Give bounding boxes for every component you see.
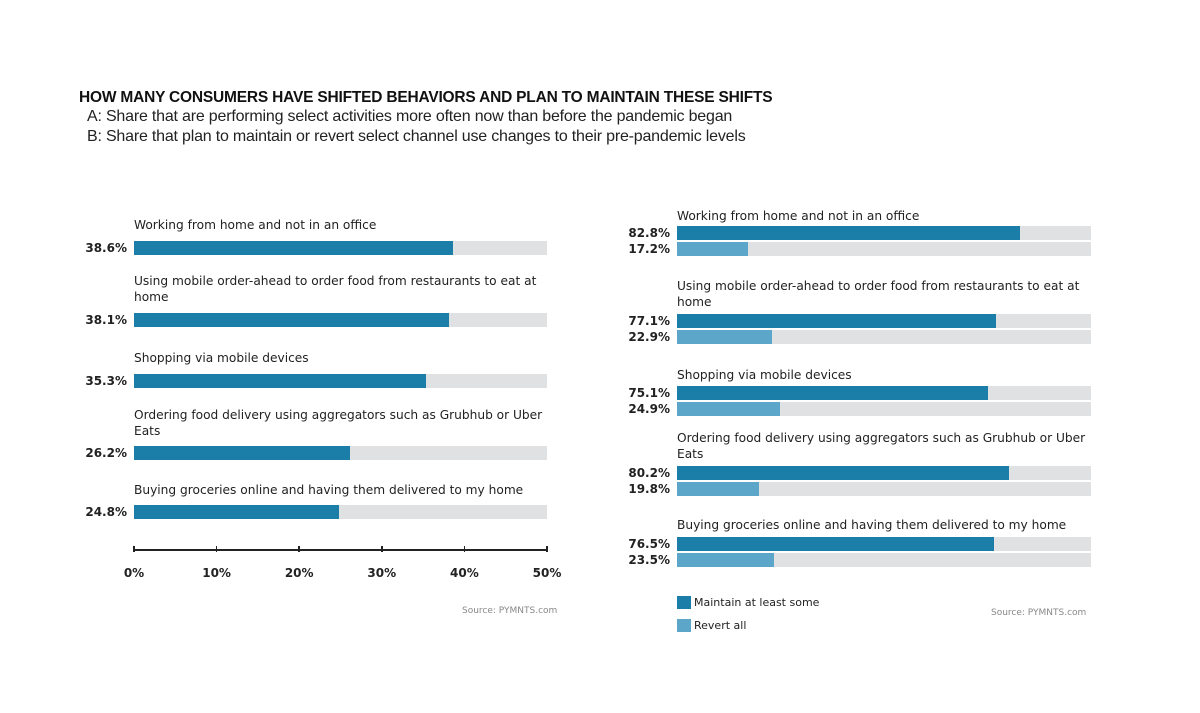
value-label: 80.2% — [628, 466, 670, 480]
x-tick — [381, 546, 383, 552]
subtitle-b: B: Share that plan to maintain or revert… — [87, 128, 746, 145]
bar-track — [677, 242, 1091, 256]
bar — [134, 505, 339, 519]
x-tick-label: 10% — [202, 566, 231, 580]
bar-revert — [677, 330, 772, 344]
value-label: 17.2% — [628, 242, 670, 256]
bar-track — [677, 314, 1091, 328]
x-tick-label: 20% — [284, 566, 314, 580]
value-label: 26.2% — [85, 446, 127, 460]
bar-maintain — [677, 314, 997, 328]
value-label: 38.6% — [85, 241, 127, 255]
legend-item: Maintain at least some — [677, 596, 819, 609]
chart-a: Working from home and not in an office 38… — [85, 218, 562, 616]
bar-maintain — [677, 537, 994, 551]
value-label: 19.8% — [628, 482, 670, 496]
bar-revert — [677, 553, 775, 567]
x-tick-label: 0% — [123, 566, 145, 580]
x-tick — [463, 546, 466, 552]
bar — [134, 313, 449, 327]
bar-track — [677, 226, 1091, 240]
value-label: 75.1% — [628, 386, 670, 400]
bar-track — [677, 386, 1091, 400]
category-label: Ordering food delivery using aggregators… — [677, 431, 1086, 461]
source-note: Source: PYMNTS.com — [462, 606, 558, 616]
chart-header: HOW MANY CONSUMERS HAVE SHIFTED BEHAVIOR… — [79, 89, 773, 147]
bar-revert — [677, 402, 781, 416]
bar — [134, 374, 426, 388]
subtitle-a: A: Share that are performing select acti… — [87, 108, 733, 125]
category-label: Shopping via mobile devices — [677, 368, 852, 382]
bar-maintain — [677, 226, 1020, 240]
value-label: 22.9% — [628, 330, 670, 344]
category-label: Working from home and not in an office — [677, 209, 920, 223]
value-label: 23.5% — [628, 553, 670, 567]
bar-revert — [677, 482, 759, 496]
value-label: 76.5% — [628, 537, 670, 551]
bar-track — [134, 446, 547, 460]
bar-track — [677, 537, 1091, 551]
bar-track — [677, 553, 1091, 567]
bar-track — [677, 482, 1091, 496]
category-label: Ordering food delivery using aggregators… — [134, 408, 543, 438]
value-label: 24.8% — [85, 505, 127, 519]
bar-track — [134, 374, 547, 388]
bar-track — [134, 313, 547, 327]
x-tick — [546, 546, 548, 552]
bar-track — [677, 402, 1091, 416]
bar-revert — [677, 242, 749, 256]
x-tick — [133, 546, 135, 552]
bar-track — [677, 330, 1091, 344]
x-tick — [298, 546, 300, 552]
value-label: 77.1% — [628, 314, 670, 328]
x-tick — [215, 546, 218, 552]
category-label: Buying groceries online and having them … — [134, 483, 524, 497]
category-label: Working from home and not in an office — [134, 218, 377, 232]
bar-track — [134, 241, 547, 255]
bar-track — [677, 466, 1091, 480]
chart-title: HOW MANY CONSUMERS HAVE SHIFTED BEHAVIOR… — [79, 89, 773, 106]
bar-track — [134, 505, 547, 519]
bar-maintain — [677, 466, 1010, 480]
category-label: Shopping via mobile devices — [134, 351, 309, 365]
bar — [134, 241, 453, 255]
value-label: 35.3% — [85, 374, 127, 388]
x-axis-line — [134, 549, 547, 551]
source-note: Source: PYMNTS.com — [991, 608, 1087, 618]
legend-label: Maintain at least some — [694, 596, 820, 609]
x-tick-label: 40% — [450, 566, 479, 580]
value-label: 82.8% — [628, 226, 670, 240]
x-tick-label: 50% — [532, 566, 562, 580]
x-tick-label: 30% — [367, 566, 397, 580]
legend-swatch — [677, 596, 691, 609]
bar — [134, 446, 351, 460]
category-label: Using mobile order-ahead to order food f… — [134, 274, 537, 304]
legend-swatch — [677, 619, 691, 632]
value-label: 38.1% — [85, 313, 127, 327]
category-label: Using mobile order-ahead to order food f… — [677, 279, 1080, 309]
legend-item: Revert all — [677, 619, 746, 632]
value-label: 24.9% — [628, 402, 670, 416]
legend-label: Revert all — [694, 619, 747, 632]
bar-maintain — [677, 386, 988, 400]
category-label: Buying groceries online and having them … — [677, 518, 1067, 532]
